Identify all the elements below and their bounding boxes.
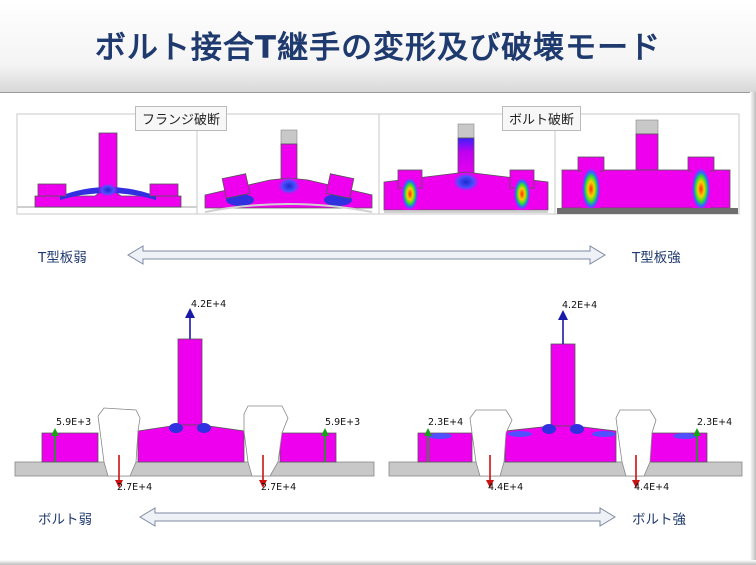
- bottom-right-model: 4.2E+4 2.3E+4 2.3E+4 4.4E+4 4.4E+4: [388, 300, 743, 493]
- br-top-load: 4.2E+4: [562, 300, 597, 311]
- t-plate-weak-label: T型板弱: [38, 250, 87, 266]
- bl-bolt-right: 2.7E+4: [261, 482, 296, 493]
- bl-side-left: 5.9E+3: [56, 417, 91, 428]
- slide-title: ボルト接合T継手の変形及び破壊モード: [94, 30, 662, 66]
- slide-shadow-right: [750, 92, 756, 565]
- t-plate-strong-label: T型板強: [632, 250, 681, 266]
- slide-shadow-bottom: [0, 560, 756, 565]
- bolt-strong-label: ボルト強: [632, 512, 686, 528]
- bottom-double-arrow: [139, 507, 616, 527]
- br-side-left: 2.3E+4: [428, 417, 463, 428]
- panel-3-model: [383, 123, 549, 213]
- bolt-fracture-label: ボルト破断: [502, 106, 582, 131]
- title-bar: ボルト接合T継手の変形及び破壊モード: [0, 0, 756, 93]
- bl-side-right: 5.9E+3: [325, 417, 360, 428]
- top-double-arrow: [127, 245, 606, 265]
- panel-1-model: [17, 132, 197, 208]
- br-bolt-left: 4.4E+4: [488, 482, 523, 493]
- br-side-right: 2.3E+4: [697, 417, 732, 428]
- panel-4-model: [557, 119, 738, 214]
- flange-fracture-label: フランジ破断: [135, 106, 228, 131]
- bl-bolt-left: 2.7E+4: [117, 482, 152, 493]
- bolt-weak-label: ボルト弱: [38, 512, 92, 528]
- bl-top-load: 4.2E+4: [191, 299, 226, 310]
- bottom-left-model: 4.2E+4 5.9E+3 5.9E+3 2.7E+4 2.7E+4: [14, 299, 375, 493]
- br-bolt-right: 4.4E+4: [634, 482, 669, 493]
- panel-2-model: [204, 129, 373, 213]
